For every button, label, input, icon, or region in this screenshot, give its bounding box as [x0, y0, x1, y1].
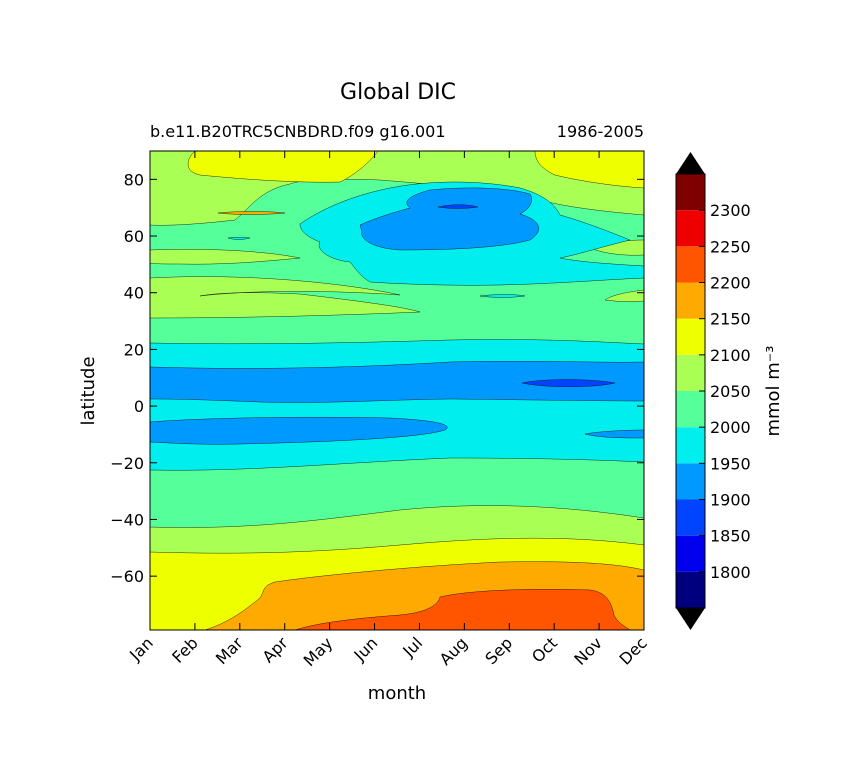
colorbar-swatch [676, 246, 705, 283]
colorbar-swatch [676, 174, 705, 211]
contour-fill-2050-north-mid [150, 249, 301, 265]
contour-fill-1900-north [359, 187, 539, 251]
x-tick-label: Aug [436, 633, 472, 669]
colorbar-swatch [676, 210, 705, 247]
contour-fills [150, 151, 644, 630]
colorbar-tick-label: 2300 [710, 201, 751, 220]
colorbar-tick-label: 2150 [710, 310, 751, 329]
contour-fill-2100-arctic-east [534, 151, 644, 189]
colorbar-tick-label: 1850 [710, 527, 751, 546]
x-tick-label: Feb [168, 633, 201, 666]
colorbar-tick-label: 2100 [710, 346, 751, 365]
y-tick-label: 20 [124, 340, 144, 359]
x-tick-label: Nov [570, 633, 606, 669]
colorbar-tick-label: 2250 [710, 237, 751, 256]
contour-fill-1950-60-spot [227, 237, 251, 240]
colorbar-swatch [676, 463, 705, 500]
y-tick-label: −40 [110, 510, 144, 529]
colorbar: 1800 1850 1900 1950 2000 2050 2100 2150 2200 2250… [675, 152, 751, 630]
chart-subtitle-left: b.e11.B20TRC5CNBDRD.f09 g16.001 [150, 122, 446, 141]
x-tick-label: Sep [481, 633, 516, 668]
colorbar-tick-label: 2050 [710, 382, 751, 401]
colorbar-swatch [676, 535, 705, 572]
contour-fill-1900-south-tropics [150, 417, 448, 445]
contour-fill-2050-north [150, 276, 421, 319]
colorbar-tick-label: 2200 [710, 274, 751, 293]
colorbar-swatch [676, 499, 705, 536]
contour-fill-1900-south-east [584, 429, 644, 439]
contour-fill-2050-east-40 [604, 289, 644, 302]
y-tick-label: 60 [124, 227, 144, 246]
plot-frame [149, 150, 645, 631]
colorbar-tick-label: 1800 [710, 563, 751, 582]
y-tick-label: 40 [124, 284, 144, 303]
x-tick-label: Apr [259, 633, 292, 666]
contour-fill-1850-north [437, 204, 479, 209]
colorbar-swatch [676, 427, 705, 464]
x-tick-label: Jul [398, 633, 426, 661]
contour-fill-1900-equator [150, 361, 644, 403]
chart-title: Global DIC [340, 80, 456, 105]
contour-fill-2100-arctic-west [187, 151, 379, 183]
plot-area [149, 150, 645, 631]
x-tick-label: Oct [528, 633, 561, 666]
x-tick-label: Jan [125, 633, 157, 665]
colorbar-tick-label: 1950 [710, 454, 751, 473]
colorbar-swatch [676, 391, 705, 428]
x-tick-label: May [300, 633, 337, 670]
contour-fill-2200-south [294, 589, 631, 630]
y-axis-label: latitude [78, 356, 99, 425]
y-tick-label: 80 [124, 170, 144, 189]
x-tick-label: Jun [350, 633, 382, 665]
y-axis: 80 60 40 20 0 −20 −40 −60 [110, 170, 644, 586]
x-axis-label: month [368, 683, 426, 704]
y-tick-label: −20 [110, 454, 144, 473]
contour-fill-1950-tropics [150, 339, 644, 471]
colorbar-swatch [676, 318, 705, 355]
contour-fill-1950-east-40 [479, 294, 526, 298]
contour-fill-1850-equator [521, 379, 616, 387]
chart-subtitle-right: 1986-2005 [557, 122, 644, 141]
colorbar-extend-over [676, 152, 705, 174]
y-tick-label: 0 [134, 397, 144, 416]
x-tick-label: Mar [212, 633, 247, 668]
colorbar-label: mmol m⁻³ [763, 345, 784, 436]
colorbar-swatch [676, 571, 705, 608]
colorbar-tick-label: 1900 [710, 491, 751, 510]
contour-fill-2150-arctic-spot [217, 211, 286, 215]
colorbar-swatch [676, 354, 705, 391]
colorbar-extend-under [676, 608, 705, 630]
y-tick-label: −60 [110, 567, 144, 586]
colorbar-swatch [676, 282, 705, 319]
x-tick-label: Dec [615, 633, 650, 668]
colorbar-tick-label: 2000 [710, 418, 751, 437]
